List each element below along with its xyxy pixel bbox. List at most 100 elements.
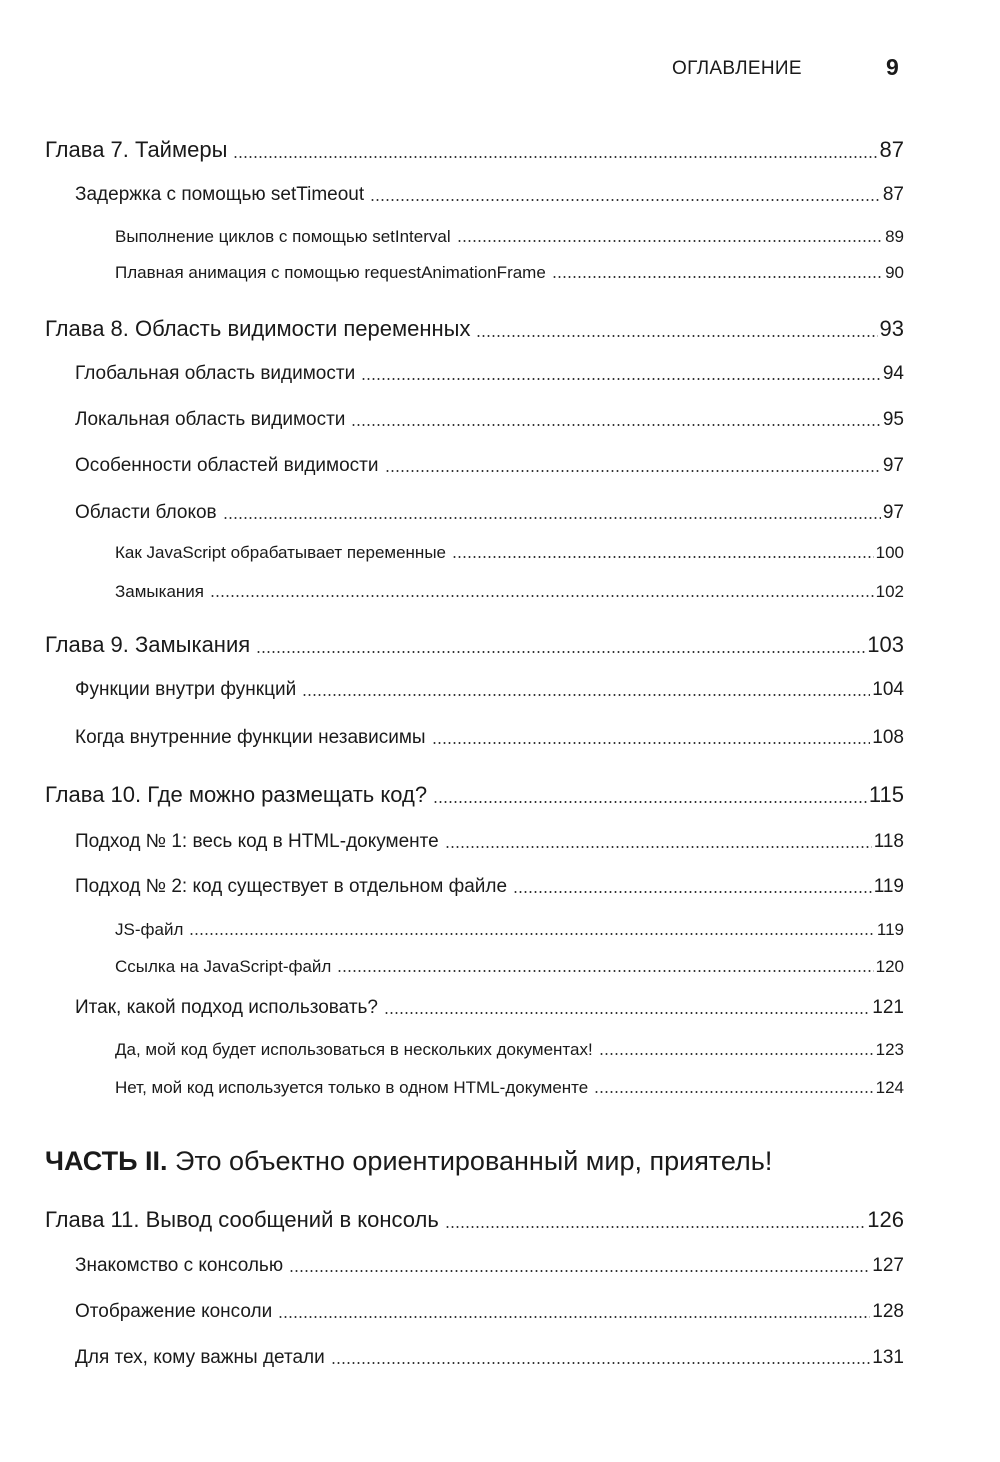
part-heading: ЧАСТЬ II. Это объектно ориентированный м… <box>45 1146 772 1177</box>
toc-section-entry: Как JavaScript обрабатывает переменные 10… <box>115 543 904 563</box>
dot-leader <box>384 1012 871 1014</box>
part-label: ЧАСТЬ II. <box>45 1146 168 1176</box>
entry-page: 93 <box>879 316 904 341</box>
toc-section-entry: Области блоков 97 <box>75 502 904 524</box>
entry-page: 120 <box>875 957 904 976</box>
toc-section-entry: Когда внутренние функции независимы 108 <box>75 727 904 749</box>
page-number: 9 <box>886 54 899 80</box>
dot-leader <box>278 1316 871 1318</box>
entry-title: Глобальная область видимости <box>75 363 356 384</box>
entry-title: Как JavaScript обрабатывает переменные <box>115 543 446 562</box>
entry-page: 102 <box>875 582 904 601</box>
entry-page: 103 <box>867 632 904 657</box>
dot-leader <box>222 517 881 519</box>
dot-leader <box>337 970 874 972</box>
entry-page: 100 <box>875 543 904 562</box>
entry-title: Для тех, кому важны детали <box>75 1347 325 1368</box>
toc-section-entry: Нет, мой код используется только в одном… <box>115 1078 904 1098</box>
entry-page: 131 <box>872 1347 904 1368</box>
toc-section-entry: Замыкания 102 <box>115 582 904 602</box>
entry-page: 95 <box>882 409 904 430</box>
entry-title: Глава 11. Вывод сообщений в консоль <box>45 1207 439 1232</box>
dot-leader <box>551 276 884 278</box>
entry-title: Знакомство с консолью <box>75 1255 284 1276</box>
entry-page: 128 <box>872 1301 904 1322</box>
dot-leader <box>476 335 878 337</box>
entry-title: Подход № 2: код существует в отдельном ф… <box>75 876 508 897</box>
entry-page: 97 <box>882 455 904 476</box>
entry-page: 87 <box>882 184 904 205</box>
dot-leader <box>361 378 881 380</box>
dot-leader <box>431 742 871 744</box>
entry-title: Локальная область видимости <box>75 409 346 430</box>
part-title: Это объектно ориентированный мир, прияте… <box>175 1146 773 1176</box>
entry-page: 127 <box>872 1255 904 1276</box>
dot-leader <box>302 694 871 696</box>
entry-page: 126 <box>867 1207 904 1232</box>
dot-leader <box>456 240 884 242</box>
entry-page: 124 <box>875 1078 904 1097</box>
entry-page: 104 <box>872 679 904 700</box>
dot-leader <box>433 801 867 803</box>
dot-leader <box>209 595 874 597</box>
toc-section-entry: Ссылка на JavaScript-файл 120 <box>115 957 904 977</box>
dot-leader <box>384 470 881 472</box>
dot-leader <box>330 1362 871 1364</box>
entry-title: Глава 10. Где можно размещать код? <box>45 782 428 807</box>
entry-title: Плавная анимация с помощью requestAnimat… <box>115 263 546 282</box>
entry-page: 87 <box>879 137 904 162</box>
toc-section-entry: Итак, какой подход использовать? 121 <box>75 997 904 1019</box>
toc-section-entry: Задержка с помощью setTimeout 87 <box>75 184 904 206</box>
entry-page: 121 <box>872 997 904 1018</box>
dot-leader <box>289 1270 871 1272</box>
entry-title: Да, мой код будет использоваться в неско… <box>115 1040 593 1059</box>
toc-section-entry: Плавная анимация с помощью requestAnimat… <box>115 263 904 283</box>
toc-section-entry: Знакомство с консолью 127 <box>75 1255 904 1277</box>
entry-page: 123 <box>875 1040 904 1059</box>
dot-leader <box>189 933 875 935</box>
toc-section-entry: Отображение консоли 128 <box>75 1301 904 1323</box>
toc-section-entry: Функции внутри функций 104 <box>75 679 904 701</box>
toc-section-entry: Подход № 2: код существует в отдельном ф… <box>75 876 904 898</box>
dot-leader <box>598 1053 874 1055</box>
toc-chapter-entry: Глава 9. Замыкания 103 <box>45 632 904 658</box>
entry-title: Особенности областей видимости <box>75 455 379 476</box>
toc-section-entry: Локальная область видимости 95 <box>75 409 904 431</box>
dot-leader <box>233 156 878 158</box>
toc-section-entry: Подход № 1: весь код в HTML-документе 118 <box>75 831 904 853</box>
toc-section-entry: Да, мой код будет использоваться в неско… <box>115 1040 904 1060</box>
dot-leader <box>444 846 872 848</box>
toc-section-entry: Для тех, кому важны детали 131 <box>75 1347 904 1369</box>
entry-title: Когда внутренние функции независимы <box>75 727 426 748</box>
entry-title: Отображение консоли <box>75 1301 273 1322</box>
entry-page: 118 <box>873 831 904 852</box>
entry-title: Глава 9. Замыкания <box>45 632 251 657</box>
entry-title: Замыкания <box>115 582 204 601</box>
toc-section-entry: Выполнение циклов с помощью setInterval 8… <box>115 227 904 247</box>
entry-page: 119 <box>873 876 904 897</box>
entry-title: Глава 7. Таймеры <box>45 137 228 162</box>
entry-title: Подход № 1: весь код в HTML-документе <box>75 831 439 852</box>
dot-leader <box>513 891 872 893</box>
entry-title: Задержка с помощью setTimeout <box>75 184 365 205</box>
entry-title: Области блоков <box>75 502 217 523</box>
toc-chapter-entry: Глава 8. Область видимости переменных 93 <box>45 316 904 342</box>
entry-page: 89 <box>885 227 904 246</box>
dot-leader <box>452 556 874 558</box>
dot-leader <box>351 424 881 426</box>
dot-leader <box>256 651 866 653</box>
entry-title: JS-файл <box>115 920 184 939</box>
entry-page: 90 <box>885 263 904 282</box>
entry-title: Выполнение циклов с помощью setInterval <box>115 227 451 246</box>
entry-title: Глава 8. Область видимости переменных <box>45 316 471 341</box>
toc-section-entry: Особенности областей видимости 97 <box>75 455 904 477</box>
toc-chapter-entry: Глава 10. Где можно размещать код? 115 <box>45 782 904 808</box>
toc-chapter-entry: Глава 7. Таймеры 87 <box>45 137 904 163</box>
dot-leader <box>594 1091 874 1093</box>
toc-section-entry: Глобальная область видимости 94 <box>75 363 904 385</box>
entry-title: Ссылка на JavaScript-файл <box>115 957 332 976</box>
entry-title: Функции внутри функций <box>75 679 297 700</box>
toc-section-entry: JS-файл 119 <box>115 920 904 940</box>
dot-leader <box>370 199 881 201</box>
entry-page: 97 <box>882 502 904 523</box>
